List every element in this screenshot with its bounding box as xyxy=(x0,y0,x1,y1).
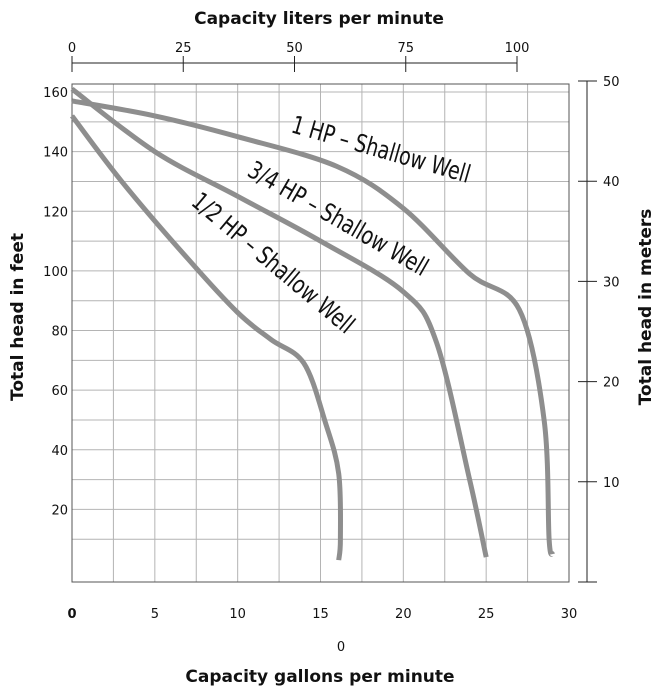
y-tick-labels: 20 40 60 80 100 120 140 160 xyxy=(43,86,68,518)
x-axis-title: Capacity gallons per minute xyxy=(185,667,454,687)
y-tick-label: 20 xyxy=(51,503,68,518)
series-line-1 xyxy=(71,98,555,557)
x-tick-label: 10 xyxy=(229,607,246,622)
x-tick-labels: 0 5 10 15 20 25 30 xyxy=(67,607,577,622)
y-tick-label: 140 xyxy=(43,146,68,161)
y-axis-title: Total head in feet xyxy=(8,233,28,401)
y-tick-label: 40 xyxy=(51,444,68,459)
x-tick-label: 15 xyxy=(312,607,329,622)
x-tick-label: 30 xyxy=(561,607,578,622)
y-tick-label: 60 xyxy=(51,384,68,399)
top-tick-label: 100 xyxy=(505,41,530,56)
x-extra-label: 0 xyxy=(337,640,345,655)
series-label-1hp: 1 HP – Shallow Well xyxy=(288,112,473,190)
top-tick-label: 0 xyxy=(68,41,76,56)
y-tick-label: 120 xyxy=(43,205,68,220)
series-line-3 xyxy=(70,114,344,561)
x-tick-label: 25 xyxy=(478,607,495,622)
y-tick-label: 80 xyxy=(51,325,68,340)
right-tick-label: 50 xyxy=(603,75,620,90)
plot-frame xyxy=(71,83,570,583)
right-tick-label: 30 xyxy=(603,275,620,290)
right-tick-label: 40 xyxy=(603,175,620,190)
series-line-2 xyxy=(70,87,489,558)
top-tick-label: 75 xyxy=(397,41,414,56)
y-tick-label: 100 xyxy=(43,265,68,280)
right-tick-label: 20 xyxy=(603,376,620,391)
series-lines xyxy=(70,87,555,561)
grid xyxy=(72,84,569,582)
x-tick-label: 20 xyxy=(395,607,412,622)
top-tick-label: 25 xyxy=(175,41,192,56)
y-tick-label: 160 xyxy=(43,86,68,101)
x-tick-label: 5 xyxy=(151,607,159,622)
x-tick-label: 0 xyxy=(67,607,76,622)
right-tick-label: 10 xyxy=(603,476,620,491)
right-tick-labels: 10 20 30 40 50 xyxy=(578,75,620,583)
chart-title: Capacity liters per minute xyxy=(194,9,444,29)
top-tick-labels: 0 25 50 75 100 xyxy=(68,41,530,72)
top-tick-label: 50 xyxy=(286,41,303,56)
y2-axis-title: Total head in meters xyxy=(636,209,656,406)
